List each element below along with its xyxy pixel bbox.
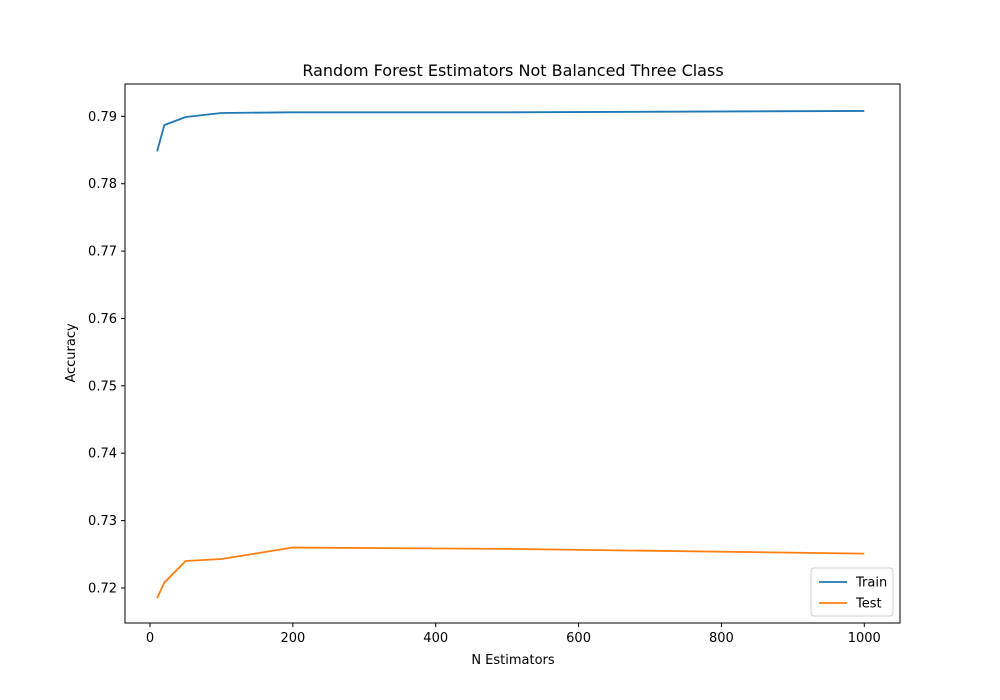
legend: Train Test [810, 567, 894, 617]
y-tick-label: 0.77 [88, 245, 117, 260]
y-tick-label: 0.73 [88, 514, 117, 529]
x-tick-label: 0 [146, 631, 154, 646]
y-tick-label: 0.76 [88, 312, 117, 327]
y-tick-label: 0.75 [88, 379, 117, 394]
chart-title: Random Forest Estimators Not Balanced Th… [302, 61, 723, 80]
legend-label: Test [855, 597, 882, 612]
x-tick-label: 600 [566, 631, 591, 646]
series-layer [156, 110, 865, 599]
y-tick-label: 0.79 [88, 110, 117, 125]
x-axis-label: N Estimators [471, 653, 555, 668]
x-tick-label: 400 [423, 631, 448, 646]
plot-frame [124, 83, 901, 624]
y-tick-label: 0.78 [88, 177, 117, 192]
y-axis: 0.72 0.73 0.74 0.75 0.76 0.77 0.78 0.79 [88, 110, 125, 596]
x-axis: 0 200 400 600 800 1000 [146, 623, 881, 646]
series-line-train [156, 110, 865, 152]
x-tick-label: 800 [709, 631, 734, 646]
y-tick-label: 0.74 [88, 447, 117, 462]
x-tick-label: 1000 [848, 631, 881, 646]
legend-label: Train [855, 576, 887, 591]
y-axis-label: Accuracy [64, 323, 79, 383]
series-line-test [156, 546, 865, 599]
legend-box [810, 567, 894, 617]
plot-area [125, 84, 900, 623]
y-tick-label: 0.72 [88, 581, 117, 596]
x-tick-label: 200 [280, 631, 305, 646]
